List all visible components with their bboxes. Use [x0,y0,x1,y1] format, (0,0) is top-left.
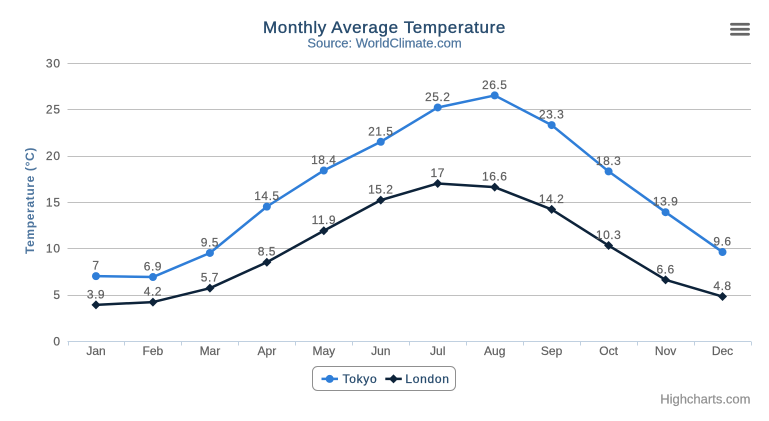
svg-text:3.9: 3.9 [87,287,105,301]
svg-text:15: 15 [46,195,61,209]
svg-text:25.2: 25.2 [425,90,450,104]
svg-text:18.3: 18.3 [596,154,621,168]
svg-text:Aug: Aug [484,344,505,358]
svg-text:16.6: 16.6 [482,170,507,184]
svg-text:5: 5 [53,288,60,302]
svg-text:Tokyo: Tokyo [343,372,378,386]
svg-text:0: 0 [53,334,60,348]
svg-text:Feb: Feb [143,344,164,358]
svg-text:15.2: 15.2 [368,183,393,197]
svg-text:4.8: 4.8 [713,279,731,293]
svg-text:11.9: 11.9 [312,213,336,227]
svg-text:Monthly Average Temperature: Monthly Average Temperature [263,18,506,37]
svg-text:Dec: Dec [712,344,733,358]
svg-text:23.3: 23.3 [539,108,564,122]
svg-text:14.2: 14.2 [539,192,564,206]
svg-text:13.9: 13.9 [653,195,678,209]
svg-text:Oct: Oct [599,344,618,358]
svg-text:5.7: 5.7 [201,271,219,285]
svg-text:26.5: 26.5 [482,78,507,92]
svg-text:6.9: 6.9 [144,260,162,274]
svg-text:9.5: 9.5 [201,236,219,250]
svg-text:Apr: Apr [258,344,277,358]
svg-text:7: 7 [92,259,99,273]
svg-text:21.5: 21.5 [368,124,393,138]
svg-text:8.5: 8.5 [258,245,276,259]
svg-text:17: 17 [431,166,445,180]
svg-text:10: 10 [46,242,61,256]
svg-text:30: 30 [46,56,61,70]
svg-text:Jul: Jul [430,344,445,358]
svg-text:4.2: 4.2 [144,285,162,299]
svg-text:May: May [312,344,335,358]
svg-text:18.4: 18.4 [311,153,336,167]
svg-text:9.6: 9.6 [713,235,731,249]
svg-text:25: 25 [46,103,61,117]
svg-text:Highcharts.com: Highcharts.com [660,392,750,407]
svg-text:Source: WorldClimate.com: Source: WorldClimate.com [307,36,461,51]
svg-text:Nov: Nov [655,344,676,358]
svg-text:Jan: Jan [86,344,105,358]
svg-text:Sep: Sep [541,344,563,358]
svg-text:14.5: 14.5 [254,189,279,203]
svg-text:Temperature (°C): Temperature (°C) [23,147,37,254]
svg-text:20: 20 [46,149,61,163]
svg-text:6.6: 6.6 [657,262,675,276]
svg-text:Jun: Jun [371,344,390,358]
svg-text:10.3: 10.3 [596,228,621,242]
svg-text:London: London [405,372,449,386]
svg-text:Mar: Mar [200,344,221,358]
